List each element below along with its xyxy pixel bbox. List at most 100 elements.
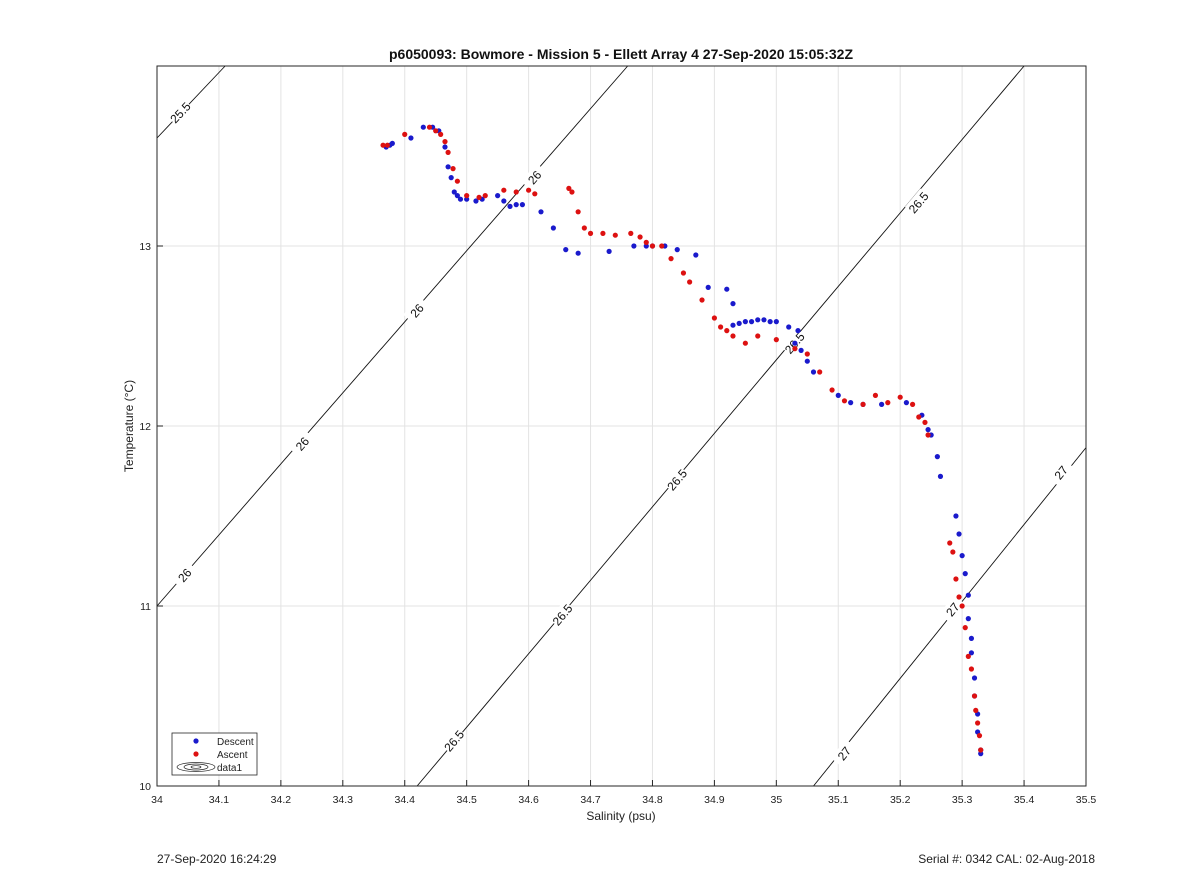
data-point-descent <box>420 124 426 130</box>
contour-label: 26.5 <box>906 189 932 216</box>
data-point-descent <box>953 513 959 519</box>
data-point-ascent <box>569 189 575 195</box>
contour-label-bg <box>830 739 857 767</box>
data-point-ascent <box>973 707 979 714</box>
data-point-descent <box>408 135 414 141</box>
data-point-ascent <box>450 166 456 172</box>
data-point-descent <box>457 196 464 202</box>
data-point-ascent <box>885 400 891 406</box>
data-point-ascent <box>402 131 408 137</box>
data-point-ascent <box>916 414 922 420</box>
x-tick-label: 35.5 <box>1076 794 1097 806</box>
data-point-descent <box>786 324 792 330</box>
data-point-descent <box>925 427 931 433</box>
data-point-ascent <box>476 194 482 200</box>
data-point-descent <box>792 340 798 346</box>
x-tick-label: 34.8 <box>642 794 663 806</box>
contour-label: 26.5 <box>664 466 690 493</box>
data-point-ascent <box>962 625 968 631</box>
x-axis-label: Salinity (psu) <box>586 809 655 823</box>
x-tick-label: 34.1 <box>209 794 230 806</box>
data-point-descent <box>550 225 556 231</box>
x-tick-label: 35.4 <box>1014 794 1035 806</box>
contour-label-bg <box>440 726 467 755</box>
data-point-ascent <box>950 549 956 555</box>
data-point-descent <box>575 250 581 256</box>
legend-marker-descent <box>193 738 199 744</box>
data-point-ascent <box>581 225 587 231</box>
data-point-descent <box>454 193 460 199</box>
data-point-ascent <box>717 324 724 330</box>
data-point-ascent <box>922 419 928 425</box>
data-point-descent <box>804 358 810 364</box>
data-point-descent <box>798 347 804 353</box>
data-point-ascent <box>724 328 730 334</box>
x-tick-label: 34.4 <box>395 794 416 806</box>
contour-label-bg <box>548 600 575 629</box>
y-tick-label: 11 <box>140 601 151 613</box>
legend: Descent Ascent data1 <box>171 732 258 776</box>
y-tick-label: 12 <box>139 421 151 433</box>
x-tick-label: 34.7 <box>580 794 601 806</box>
data-point-ascent <box>575 209 581 215</box>
legend-marker-ascent <box>193 751 199 757</box>
series-ascent <box>380 124 984 753</box>
data-point-ascent <box>976 733 983 739</box>
contour-line-26.5 <box>416 65 1025 787</box>
data-point-ascent <box>978 747 984 753</box>
data-point-descent <box>959 553 965 559</box>
series-descent <box>383 124 984 757</box>
contour-label-bg <box>166 98 194 126</box>
data-point-ascent <box>482 193 488 199</box>
data-point-ascent <box>971 693 978 699</box>
data-point-descent <box>448 175 454 181</box>
contour-label-bg <box>288 429 315 457</box>
data-point-descent <box>495 193 501 199</box>
x-tick-label: 34.2 <box>271 794 292 806</box>
data-point-descent <box>795 328 801 334</box>
data-point-ascent <box>699 297 705 303</box>
x-tick-label: 35.1 <box>828 794 849 806</box>
data-point-ascent <box>804 351 810 357</box>
legend-label-data1: data1 <box>217 763 242 774</box>
data-point-descent <box>507 203 513 209</box>
data-point-ascent <box>532 191 538 197</box>
data-point-descent <box>451 189 457 195</box>
data-point-descent <box>473 198 479 204</box>
x-tick-label: 34.6 <box>518 794 539 806</box>
data-point-descent <box>956 531 962 537</box>
data-point-descent <box>810 369 817 375</box>
data-point-descent <box>464 196 470 202</box>
contour-label-bg <box>1047 458 1074 486</box>
data-point-descent <box>563 247 569 253</box>
x-tick-label: 35.2 <box>890 794 911 806</box>
data-point-ascent <box>687 279 693 285</box>
data-point-ascent <box>380 142 386 148</box>
data-point-ascent <box>742 340 748 346</box>
y-tick-label: 10 <box>139 781 151 793</box>
data-point-ascent <box>526 187 532 193</box>
contour-label-bg <box>904 188 932 216</box>
data-point-descent <box>730 301 736 307</box>
data-point-ascent <box>959 603 965 609</box>
data-point-ascent <box>711 315 718 321</box>
data-point-descent <box>643 243 649 249</box>
data-point-ascent <box>829 387 835 393</box>
data-point-descent <box>968 635 975 642</box>
data-point-descent <box>631 243 637 249</box>
data-point-descent <box>442 144 448 150</box>
data-point-ascent <box>792 346 798 352</box>
data-point-ascent <box>975 720 981 726</box>
x-tick-label: 35.3 <box>952 794 973 806</box>
data-point-descent <box>742 319 748 325</box>
data-point-descent <box>606 248 612 254</box>
data-point-ascent <box>909 401 916 407</box>
data-point-descent <box>962 571 968 577</box>
data-point-descent <box>773 319 779 325</box>
contour-label-bg <box>939 595 966 623</box>
grid <box>156 66 1087 787</box>
data-point-ascent <box>384 142 390 148</box>
x-tick-label: 34 <box>151 794 163 806</box>
data-point-ascent <box>755 333 761 339</box>
